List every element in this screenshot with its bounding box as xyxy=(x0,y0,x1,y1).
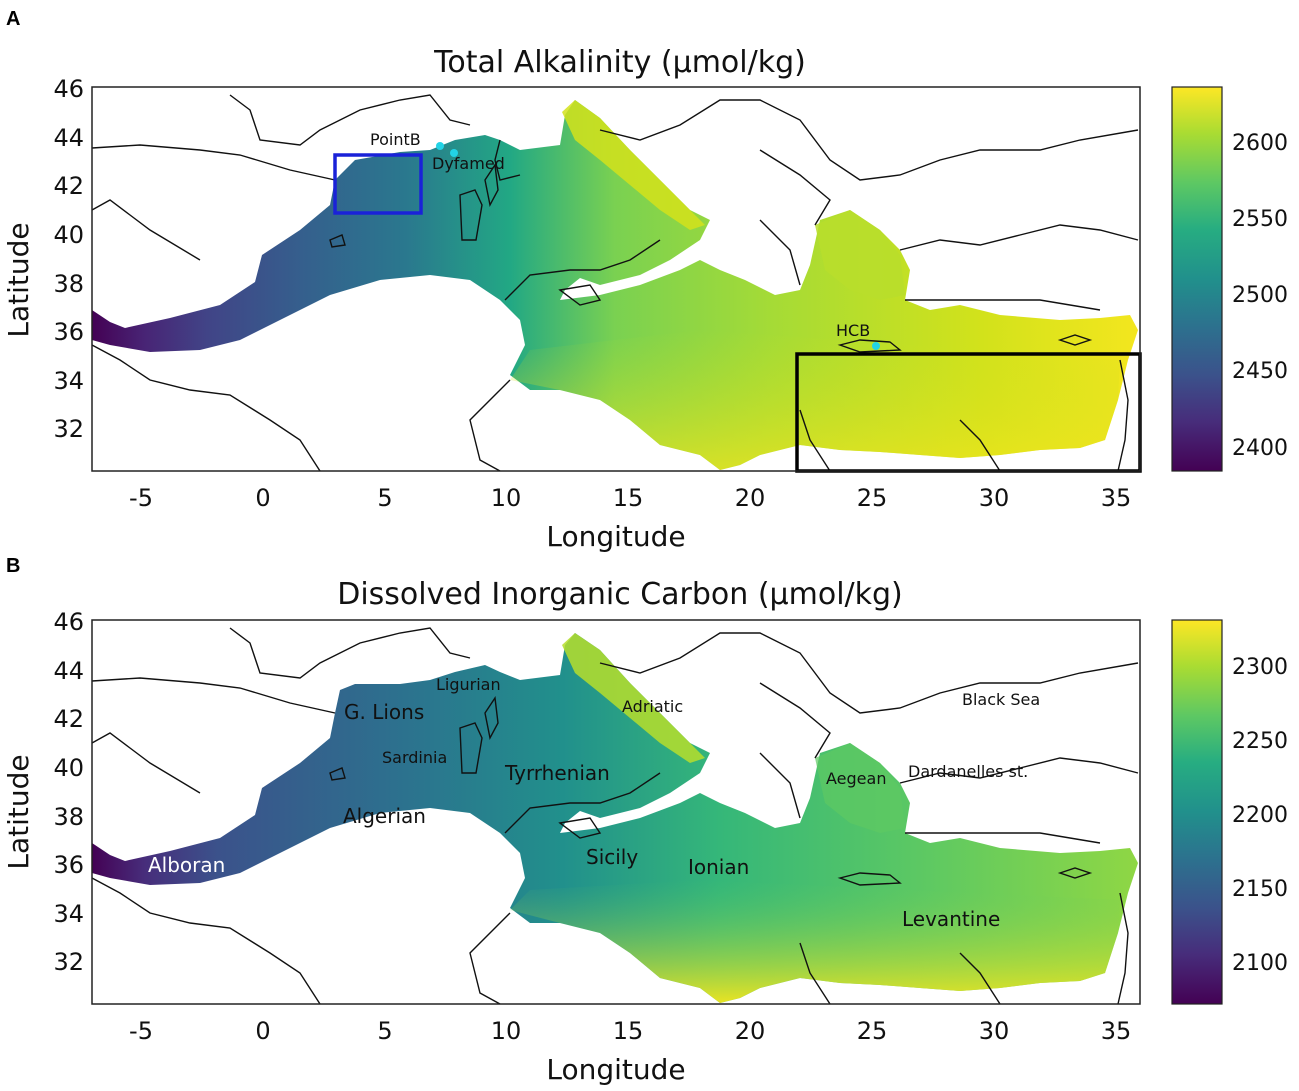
x-axis-label: Longitude xyxy=(546,1053,685,1086)
region-label: Tyrrhenian xyxy=(504,761,610,785)
region-label: Sicily xyxy=(586,845,638,869)
x-tick-label: 10 xyxy=(491,484,522,512)
y-axis-label: Latitude xyxy=(2,222,35,337)
region-label: Alboran xyxy=(148,853,225,877)
south-gradient xyxy=(510,880,1120,1003)
colorbar-tick-label: 2450 xyxy=(1232,359,1288,384)
x-tick-label: 30 xyxy=(979,1017,1010,1045)
adriatic-sea xyxy=(562,100,705,230)
y-tick-label: 44 xyxy=(53,124,84,152)
y-tick-label: 32 xyxy=(53,415,84,443)
y-tick-label: 34 xyxy=(53,367,84,395)
map-area: PointB Dyfamed HCB xyxy=(91,86,1142,473)
coastlines xyxy=(91,627,1139,1005)
plot-frame xyxy=(91,86,1141,472)
region-label: Adriatic xyxy=(622,697,683,716)
panel-b: B Dissolved Inorganic Carbon (μmol/kg) xyxy=(2,555,1288,1086)
region-label: Ionian xyxy=(688,855,749,879)
x-axis-label: Longitude xyxy=(546,520,685,553)
colorbar-tick-label: 2400 xyxy=(1232,436,1288,461)
map-area: Ligurian G. Lions Adriatic Black Sea Sar… xyxy=(91,619,1141,1005)
y-tick-label: 40 xyxy=(53,221,84,249)
x-tick-label: 25 xyxy=(857,1017,888,1045)
y-axis-label: Latitude xyxy=(2,754,35,869)
y-tick-label: 36 xyxy=(53,318,84,346)
panel-a: A Total Alkalinity (μmol/kg) xyxy=(2,8,1288,553)
station-label: Dyfamed xyxy=(432,154,505,173)
station-marker xyxy=(436,142,444,150)
y-tick-label: 36 xyxy=(53,851,84,879)
panel-letter: A xyxy=(6,8,20,30)
colorbar-tick-label: 2300 xyxy=(1232,655,1288,680)
panel-title: Dissolved Inorganic Carbon (μmol/kg) xyxy=(337,577,903,612)
x-tick-label: 5 xyxy=(377,1017,392,1045)
y-tick-label: 40 xyxy=(53,754,84,782)
station-marker xyxy=(872,342,880,350)
adriatic-sea xyxy=(562,633,705,763)
x-tick-label: 10 xyxy=(491,1017,522,1045)
panel-title: Total Alkalinity (μmol/kg) xyxy=(433,45,806,80)
x-tick-label: 0 xyxy=(255,1017,270,1045)
x-tick-label: 25 xyxy=(857,484,888,512)
region-label: Black Sea xyxy=(962,690,1040,709)
colorbar: 2600 2550 2500 2450 2400 xyxy=(1171,86,1288,472)
region-label: G. Lions xyxy=(344,700,424,724)
colorbar-tick-label: 2100 xyxy=(1232,951,1288,976)
x-tick-label: 30 xyxy=(979,484,1010,512)
station-label: HCB xyxy=(836,321,870,340)
colorbar-tick-label: 2600 xyxy=(1232,131,1288,156)
region-labels: Ligurian G. Lions Adriatic Black Sea Sar… xyxy=(148,675,1040,931)
x-tick-label: 20 xyxy=(735,484,766,512)
colorbar-gradient xyxy=(1171,86,1223,472)
coastlines xyxy=(91,94,1139,472)
y-tick-label: 42 xyxy=(53,705,84,733)
y-tick-label: 38 xyxy=(53,270,84,298)
y-tick-label: 34 xyxy=(53,900,84,928)
x-tick-label: -5 xyxy=(129,1017,153,1045)
y-tick-label: 32 xyxy=(53,948,84,976)
y-tick-label: 42 xyxy=(53,172,84,200)
region-label: Sardinia xyxy=(382,748,447,767)
region-label: Levantine xyxy=(902,907,1000,931)
x-tick-label: 35 xyxy=(1101,1017,1132,1045)
region-label: Aegean xyxy=(826,769,886,788)
x-axis: -5 0 5 10 15 20 25 30 35 Longitude xyxy=(129,484,1131,553)
y-tick-label: 38 xyxy=(53,803,84,831)
panel-letter: B xyxy=(6,555,20,577)
colorbar-tick-label: 2250 xyxy=(1232,729,1288,754)
x-axis: -5 0 5 10 15 20 25 30 35 Longitude xyxy=(129,1017,1131,1086)
aegean-sea xyxy=(815,210,905,300)
y-tick-label: 44 xyxy=(53,657,84,685)
station-label: PointB xyxy=(370,130,421,149)
gulf-of-lions-box xyxy=(333,153,423,215)
region-label: Ligurian xyxy=(436,675,501,694)
colorbar-tick-label: 2200 xyxy=(1232,803,1288,828)
x-tick-label: 15 xyxy=(613,484,644,512)
y-axis: 46 44 42 40 38 36 34 32 Latitude xyxy=(2,608,84,976)
aegean-sea xyxy=(815,743,905,833)
x-tick-label: 5 xyxy=(377,484,392,512)
colorbar-tick-label: 2150 xyxy=(1232,877,1288,902)
x-tick-label: 15 xyxy=(613,1017,644,1045)
x-tick-label: 35 xyxy=(1101,484,1132,512)
colorbar-gradient xyxy=(1171,619,1223,1005)
y-axis: 46 44 42 40 38 36 34 32 Latitude xyxy=(2,75,84,443)
region-label: Dardanelles st. xyxy=(908,762,1028,781)
south-gradient xyxy=(510,330,1120,470)
y-tick-label: 46 xyxy=(53,608,84,636)
x-tick-label: -5 xyxy=(129,484,153,512)
colorbar-tick-label: 2550 xyxy=(1232,207,1288,232)
y-tick-label: 46 xyxy=(53,75,84,103)
x-tick-label: 0 xyxy=(255,484,270,512)
region-label: Algerian xyxy=(343,804,426,828)
colorbar: 2300 2250 2200 2150 2100 xyxy=(1171,619,1288,1005)
colorbar-tick-label: 2500 xyxy=(1232,283,1288,308)
station-marker xyxy=(450,149,458,157)
plot-frame xyxy=(91,619,1141,1005)
x-tick-label: 20 xyxy=(735,1017,766,1045)
